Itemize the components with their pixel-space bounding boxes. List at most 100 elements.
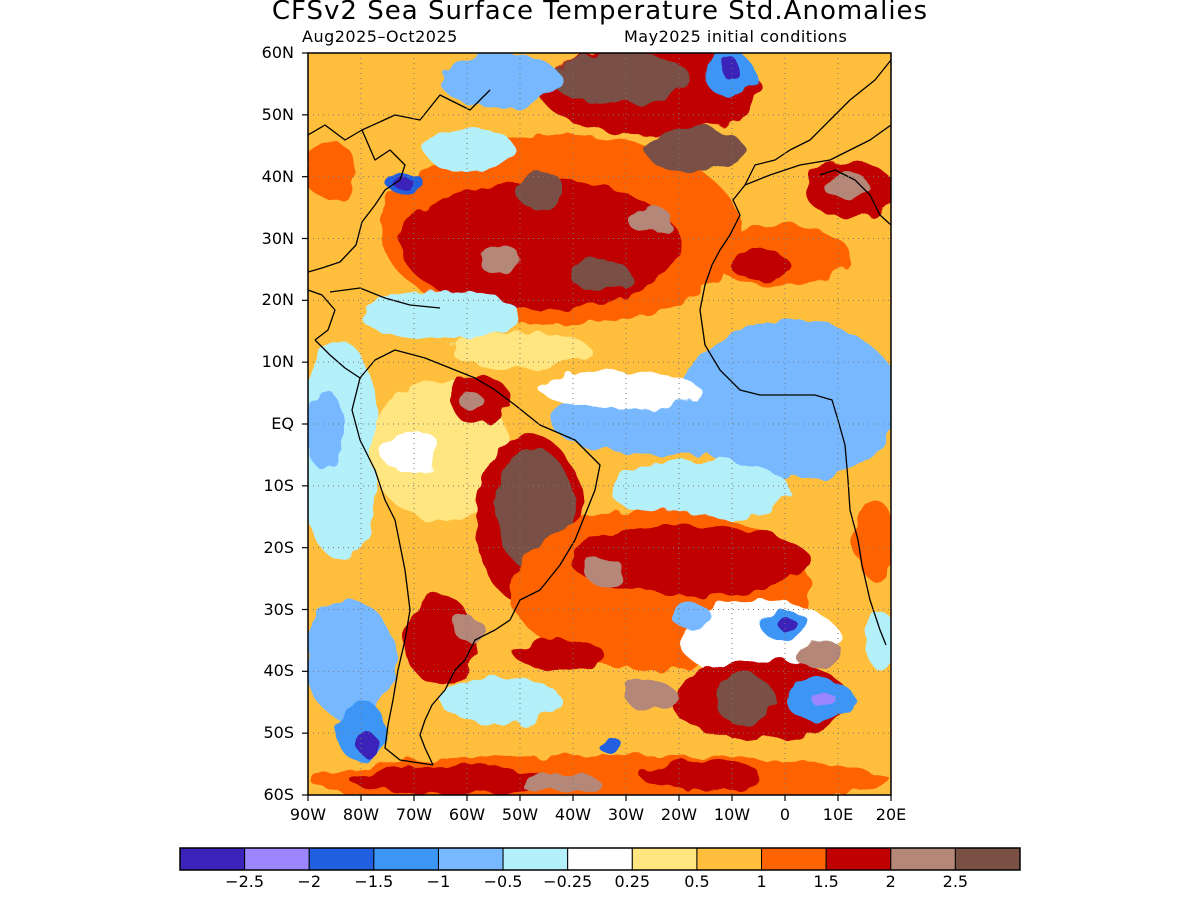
lon-tick-label: 20E: [875, 805, 907, 824]
colorbar-swatch: [954, 847, 1021, 871]
field-blob: [440, 53, 560, 108]
field-blob: [778, 619, 798, 631]
field-blob: [515, 640, 605, 670]
field-blob: [458, 391, 482, 409]
field-blob: [478, 246, 522, 274]
chart-title: CFSv2 Sea Surface Temperature Std.Anomal…: [271, 0, 929, 26]
colorbar-label: −2: [297, 872, 322, 891]
field-blob: [394, 176, 412, 190]
colorbar-swatch: [567, 847, 633, 871]
lon-tick-label: 20W: [660, 805, 698, 824]
field-blob: [730, 251, 790, 279]
lon-tick-label: 10E: [822, 805, 854, 824]
colorbar-swatch: [825, 847, 892, 871]
field-blob: [358, 733, 378, 757]
colorbar-label: 1.5: [813, 872, 839, 891]
field-blob: [715, 675, 775, 725]
lat-tick-label: 50S: [263, 723, 294, 743]
colorbar-frame: [179, 847, 1021, 871]
field-blob: [645, 128, 745, 172]
south-america-east-coast: [314, 339, 601, 766]
colorbar-swatch: [179, 847, 246, 871]
colorbar-label: −1: [426, 872, 451, 891]
field-blob: [610, 460, 790, 520]
colorbar-label: 1: [756, 872, 767, 891]
coastlines: [308, 59, 891, 766]
colorbar-swatch: [373, 847, 439, 871]
lon-tick-label: 40W: [554, 805, 592, 824]
field-blob: [585, 558, 625, 586]
lat-tick-label: 60N: [261, 43, 294, 62]
field-blob: [455, 618, 485, 642]
colorbar-swatch: [696, 847, 763, 871]
colorbar-swatch: [437, 847, 504, 871]
colorbar-label: 0.25: [614, 872, 651, 891]
lat-tick-label: 10N: [261, 352, 294, 372]
field-blob: [855, 500, 891, 580]
mediterranean-coast: [819, 169, 891, 226]
colorbar-swatch: [631, 847, 698, 871]
colorbar-swatch: [502, 847, 569, 871]
field-blob: [670, 603, 710, 627]
lon-tick-label: 80W: [342, 805, 380, 824]
graticule: [308, 53, 891, 795]
field-blob: [810, 690, 834, 706]
europe-coast: [744, 59, 891, 186]
forecast-period: Aug2025–Oct2025: [302, 27, 458, 46]
colorbar-label: 0.5: [684, 872, 710, 891]
lat-tick-label: EQ: [271, 414, 294, 433]
lat-tick-label: 40N: [261, 166, 294, 186]
field-blob: [520, 773, 600, 793]
colorbar-label: 2.5: [942, 872, 969, 891]
field-blob: [405, 595, 475, 685]
lat-tick-label: 20N: [261, 290, 294, 310]
colorbar-label: −0.5: [483, 872, 523, 891]
lat-tick-label: 30N: [261, 228, 294, 248]
colorbar-label: 2: [885, 872, 896, 891]
field-blob: [720, 58, 740, 78]
field-blob: [570, 259, 630, 291]
field-blob: [380, 428, 440, 472]
colorbar-swatch: [244, 847, 310, 871]
field-blob: [866, 610, 891, 670]
north-america-coast: [308, 124, 406, 273]
lon-tick-label: 0: [779, 805, 791, 824]
initial-conditions: May2025 initial conditions: [624, 27, 848, 46]
colorbar-swatches: [179, 847, 1021, 871]
lat-tick-label: 10S: [263, 475, 294, 495]
field-blob: [425, 128, 515, 172]
field-blob: [625, 679, 675, 711]
colorbar-swatch: [761, 847, 827, 871]
lat-tick-label: 30S: [263, 599, 294, 619]
lat-tick-label: 40S: [263, 661, 294, 681]
lon-tick-label: 70W: [395, 805, 433, 824]
field-blob: [350, 766, 550, 794]
anomaly-field: [308, 53, 891, 795]
field-blob: [540, 372, 700, 408]
lat-tick-label: 60S: [263, 785, 294, 804]
lon-tick-label: 10W: [713, 805, 751, 824]
field-blob: [570, 525, 810, 595]
axis-ticks: [302, 52, 892, 801]
lat-tick-label: 20S: [263, 537, 294, 557]
field-blob: [598, 737, 622, 753]
field-blob: [308, 390, 345, 470]
lon-tick-label: 60W: [448, 805, 486, 824]
africa-europe-coast: [699, 124, 891, 646]
colorbar-label: −0.25: [543, 872, 593, 891]
lon-tick-label: 90W: [289, 805, 327, 824]
field-blob: [450, 332, 590, 368]
caribbean-islands: [329, 287, 441, 309]
field-blob: [628, 206, 672, 234]
field-blob: [308, 600, 395, 720]
colorbar-label: −1.5: [354, 872, 394, 891]
lon-tick-label: 50W: [501, 805, 539, 824]
field-blob: [640, 760, 760, 790]
gulf-coast: [308, 289, 336, 341]
field-blob: [440, 675, 560, 725]
colorbar-swatch: [308, 847, 375, 871]
field-blob: [795, 641, 845, 669]
lat-tick-label: 50N: [261, 104, 294, 124]
